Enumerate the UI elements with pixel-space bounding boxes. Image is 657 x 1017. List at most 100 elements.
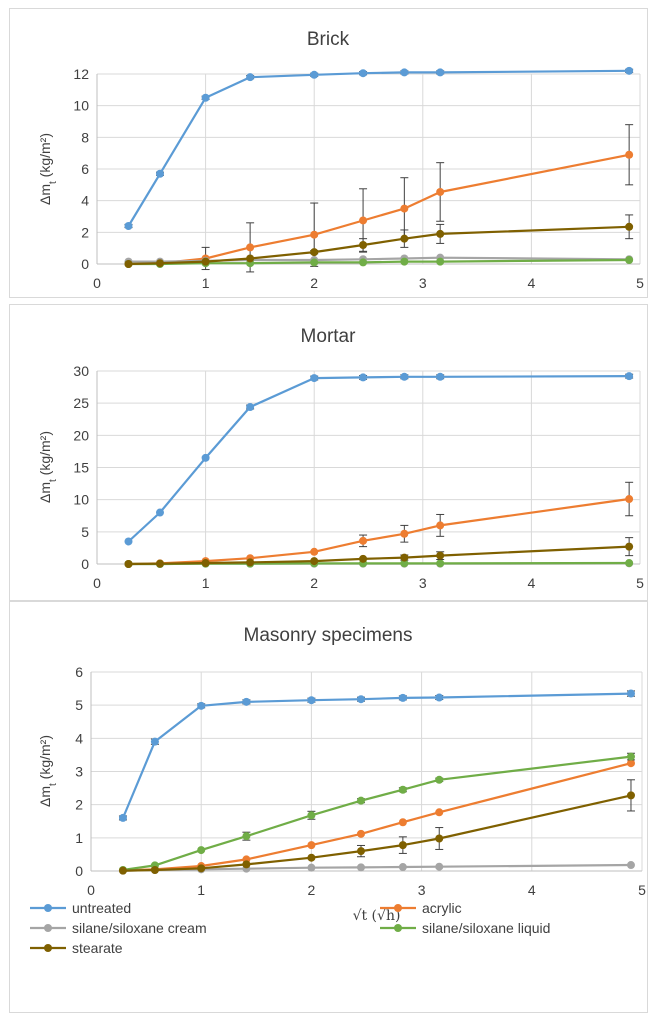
y-tick-label: 8 (81, 129, 89, 145)
data-point (436, 372, 445, 381)
x-tick-label: 3 (418, 882, 426, 898)
data-point (310, 374, 319, 383)
data-point (307, 853, 316, 862)
y-tick-label: 4 (75, 730, 83, 746)
y-tick-label: 2 (75, 797, 83, 813)
data-point (626, 689, 635, 698)
data-point (150, 866, 159, 875)
x-axis-label: √t (√h) (353, 908, 401, 924)
data-point (356, 863, 365, 872)
data-point (436, 559, 445, 568)
data-point (356, 796, 365, 805)
x-tick-label: 0 (93, 275, 101, 291)
data-point (359, 69, 368, 78)
data-point (310, 557, 319, 566)
data-point (398, 785, 407, 794)
data-point (197, 846, 206, 855)
data-point (359, 258, 368, 267)
legend-item: silane/siloxane cream (30, 920, 207, 936)
legend-marker (394, 904, 402, 912)
data-point (356, 829, 365, 838)
data-point (625, 542, 634, 551)
data-point (435, 775, 444, 784)
data-point (307, 696, 316, 705)
data-point (398, 818, 407, 827)
data-point (625, 222, 634, 231)
data-point (400, 553, 409, 562)
x-tick-label: 5 (636, 575, 644, 591)
data-point (625, 495, 634, 504)
legend-label: acrylic (422, 900, 462, 916)
data-point (310, 547, 319, 556)
data-point (124, 260, 133, 268)
y-tick-label: 1 (75, 830, 83, 846)
data-point (435, 862, 444, 871)
legend-label: stearate (72, 940, 123, 956)
y-tick-label: 5 (81, 524, 89, 540)
data-point (197, 701, 206, 710)
data-point (436, 521, 445, 530)
x-tick-label: 3 (419, 575, 427, 591)
chart-title: Brick (307, 29, 350, 50)
x-tick-label: 4 (528, 882, 536, 898)
data-point (625, 372, 634, 381)
data-point (435, 834, 444, 843)
data-point (246, 254, 255, 263)
chart-panel-2: 0 5 10 15 20 25 30 0 1 2 3 4 5 Mortar Δmt (kg/m²) (9, 304, 648, 601)
data-point (435, 693, 444, 702)
y-tick-label: 3 (75, 764, 83, 780)
series-stearate (124, 214, 634, 268)
panel-frame (9, 304, 648, 601)
data-point (398, 841, 407, 850)
data-point (201, 257, 210, 266)
data-point (626, 791, 635, 800)
data-point (310, 230, 319, 239)
y-tick-label: 4 (81, 193, 89, 209)
series-stearate (124, 537, 634, 568)
y-tick-label: 2 (81, 224, 89, 240)
data-point (246, 73, 255, 82)
x-tick-label: 1 (197, 882, 205, 898)
data-point (436, 551, 445, 560)
legend-label: silane/siloxane cream (72, 920, 207, 936)
data-point (356, 847, 365, 856)
y-tick-label: 10 (73, 492, 89, 508)
data-point (359, 216, 368, 225)
data-point (246, 243, 255, 252)
data-point (155, 508, 164, 517)
data-point (201, 559, 210, 568)
y-tick-label: 15 (73, 460, 89, 476)
x-tick-label: 4 (528, 575, 536, 591)
x-tick-label: 4 (528, 275, 536, 291)
panel-frame (9, 8, 648, 298)
data-point (242, 697, 251, 706)
y-tick-label: 20 (73, 427, 89, 443)
legend-label: silane/siloxane liquid (422, 920, 550, 936)
data-point (242, 832, 251, 841)
legend-item: untreated (30, 900, 131, 916)
y-axis-label: Δmt (kg/m²) (37, 133, 59, 205)
y-tick-label: 6 (75, 664, 83, 680)
data-point (398, 693, 407, 702)
y-tick-label: 6 (81, 161, 89, 177)
data-point (625, 150, 634, 159)
y-axis-label: Δmt (kg/m²) (37, 735, 59, 807)
chart-title: Mortar (301, 326, 357, 347)
data-point (155, 259, 164, 268)
x-tick-label: 1 (202, 575, 210, 591)
y-tick-label: 30 (73, 363, 89, 379)
chart-panel-3: 0 1 2 3 4 5 6 0 1 2 3 4 5 Masonry specimens Δmt (kg/m²… (9, 601, 648, 1013)
y-tick-label: 12 (73, 66, 89, 82)
data-point (400, 559, 409, 568)
x-tick-label: 0 (93, 575, 101, 591)
data-point (436, 187, 445, 196)
data-point (150, 737, 159, 746)
data-point (307, 841, 316, 850)
data-point (625, 256, 634, 265)
x-tick-label: 2 (310, 275, 318, 291)
x-tick-label: 5 (638, 882, 646, 898)
series-untreated (124, 372, 634, 546)
data-point (246, 403, 255, 412)
data-point (118, 813, 127, 822)
